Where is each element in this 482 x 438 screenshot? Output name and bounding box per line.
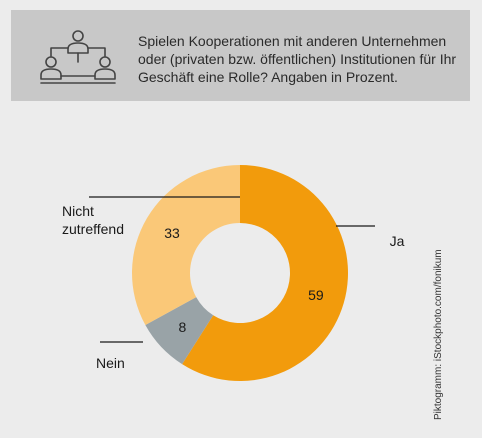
slice-nicht-zutreffend: [131, 164, 240, 326]
category-label-nicht-zutreffend: Nicht: [62, 203, 94, 219]
value-label-nein: 8: [179, 319, 187, 335]
question-text: Spielen Kooperationen mit anderen Untern…: [138, 33, 457, 85]
slice-ja: [182, 165, 348, 381]
category-label-nicht-zutreffend: zutreffend: [62, 221, 124, 237]
category-label-ja: Ja: [390, 233, 405, 249]
people-network-icon: [40, 30, 116, 84]
category-label-nein: Nein: [96, 355, 125, 371]
credit-text: Piktogramm: iStockphoto.com/fonikum: [433, 249, 444, 420]
header-banner: Spielen Kooperationen mit anderen Untern…: [11, 10, 470, 101]
value-label-ja: 59: [308, 287, 324, 303]
slice-nein: [145, 297, 214, 365]
value-label-nicht-zutreffend: 33: [164, 225, 180, 241]
